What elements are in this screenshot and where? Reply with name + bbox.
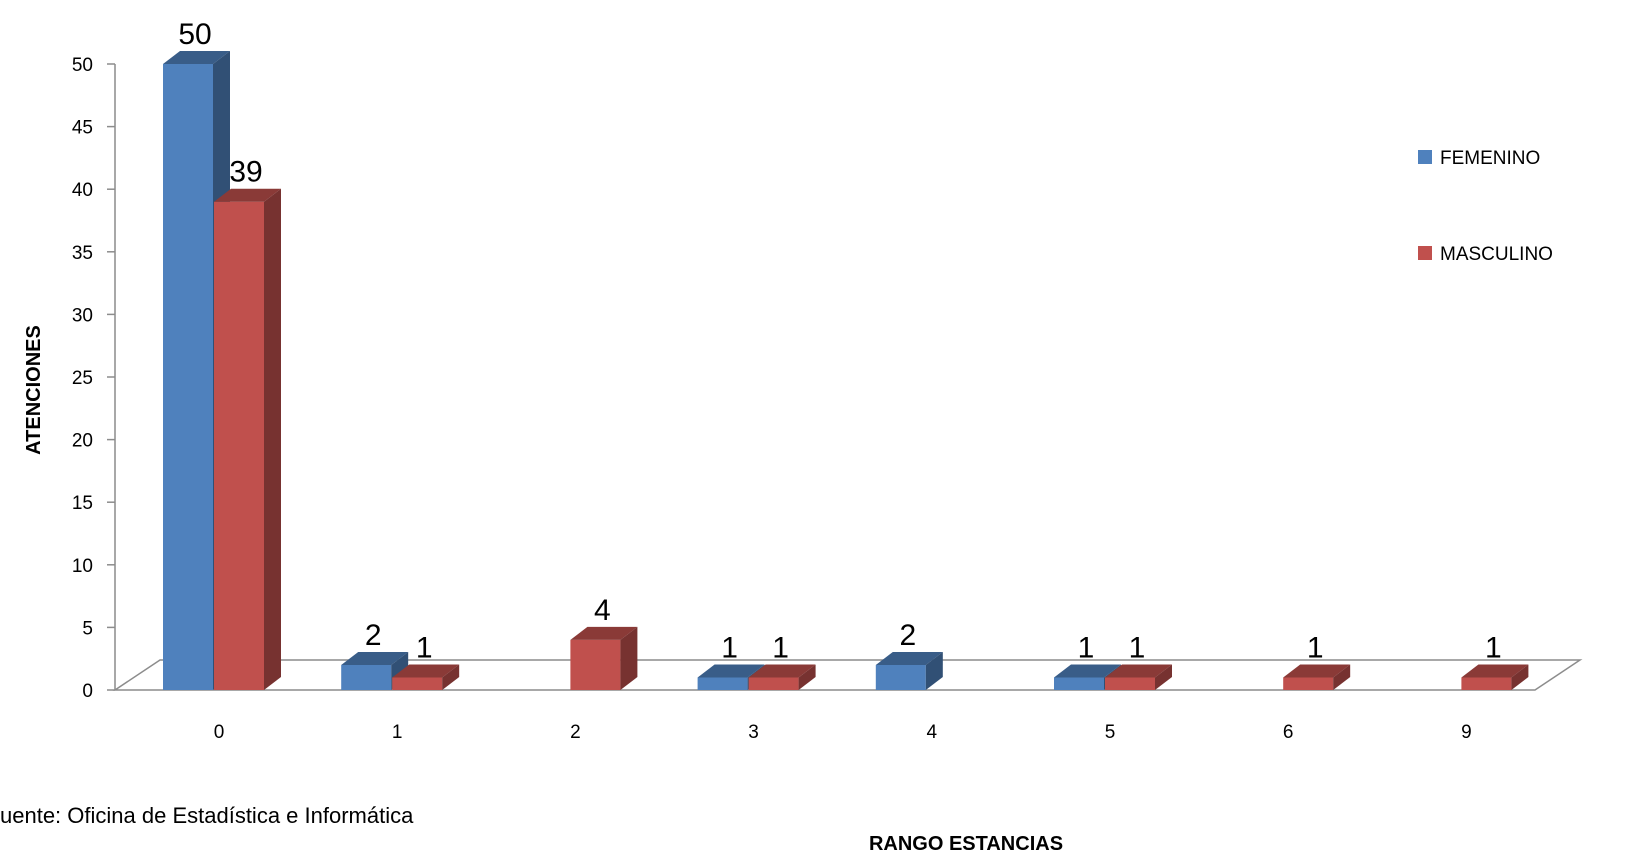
bar-masculino-5	[1105, 664, 1172, 690]
y-axis: 0 5 10 15 20 25 30 35 40 45 50	[72, 55, 116, 702]
bar-front	[1054, 677, 1104, 690]
bar-top	[748, 664, 816, 678]
y-tick-label: 30	[72, 305, 93, 326]
data-label: 4	[594, 594, 611, 627]
bar-masculino-0	[214, 188, 281, 690]
legend: FEMENINO MASCULINO	[1418, 148, 1553, 265]
x-tick-label: 4	[927, 722, 938, 743]
y-tick-label: 5	[82, 618, 93, 639]
bar-femenino-4	[875, 651, 943, 690]
bar-side	[264, 188, 281, 690]
bar-top	[392, 664, 460, 678]
data-label: 2	[899, 619, 916, 652]
bar-front	[214, 201, 264, 690]
bar-front	[570, 639, 621, 690]
bar-side	[798, 664, 816, 690]
bar-front	[697, 677, 748, 690]
x-tick-label: 3	[748, 722, 759, 743]
data-label: 1	[1307, 631, 1324, 664]
y-tick-label: 15	[72, 493, 93, 514]
x-axis: 0 1 2 3 4 5 6 9	[214, 722, 1472, 743]
bar-masculino-2	[570, 626, 638, 690]
bar-front	[1105, 677, 1155, 690]
data-label: 1	[772, 631, 789, 664]
x-axis-title: RANGO ESTANCIAS	[869, 833, 1063, 855]
bar-masculino-3	[748, 664, 816, 690]
data-label: 1	[1485, 631, 1502, 664]
bar-masculino-9	[1461, 664, 1529, 690]
legend-swatch-femenino	[1418, 150, 1432, 164]
bar-side	[1511, 664, 1529, 690]
y-tick-label: 45	[72, 118, 93, 139]
x-tick-label: 6	[1283, 722, 1294, 743]
bar-front	[748, 677, 799, 690]
bar-side	[925, 651, 943, 690]
data-label: 1	[1129, 631, 1146, 664]
x-tick-label: 1	[392, 722, 403, 743]
y-tick-label: 0	[82, 681, 93, 702]
x-tick-label: 0	[214, 722, 225, 743]
x-tick-label: 5	[1105, 722, 1116, 743]
bar-top	[570, 626, 638, 640]
legend-label-masculino: MASCULINO	[1440, 244, 1553, 265]
source-note: uente: Oficina de Estadística e Informát…	[0, 803, 414, 828]
bar-top	[163, 51, 230, 64]
chart-floor	[112, 659, 1583, 691]
bar-top	[1054, 664, 1121, 678]
data-label: 2	[365, 619, 382, 652]
bar-masculino-1	[392, 664, 460, 690]
bar-top	[875, 651, 943, 665]
bar-front	[163, 64, 213, 690]
x-tick-label: 9	[1461, 722, 1472, 743]
bar-side	[1155, 664, 1172, 690]
bar-side	[442, 664, 460, 690]
data-label: 1	[416, 631, 433, 664]
bar-top	[1105, 664, 1172, 678]
legend-label-femenino: FEMENINO	[1440, 148, 1540, 169]
bar-front	[341, 664, 392, 690]
bar-side	[1333, 664, 1351, 690]
floor-plane	[112, 659, 1583, 691]
y-tick-label: 40	[72, 180, 93, 201]
bar-front	[1283, 677, 1334, 690]
y-tick-label: 50	[72, 55, 93, 76]
y-tick-label: 35	[72, 243, 93, 264]
y-tick-label: 20	[72, 431, 93, 452]
bar-top	[341, 651, 409, 665]
data-label: 39	[229, 156, 262, 189]
data-label: 1	[1078, 631, 1095, 664]
bar-top	[1461, 664, 1529, 678]
bar-side	[620, 626, 638, 690]
bar-top	[697, 664, 765, 678]
bar-top	[214, 188, 281, 202]
bar-front	[392, 677, 443, 690]
data-labels: 50 39 2 1 4 1 1 2 1 1 1 1	[178, 18, 1501, 664]
y-tick-label: 25	[72, 368, 93, 389]
data-label: 1	[721, 631, 738, 664]
bars	[163, 51, 1529, 690]
y-axis-title: ATENCIONES	[23, 325, 45, 455]
bar-top	[1283, 664, 1351, 678]
data-label: 50	[178, 18, 211, 51]
bar-femenino-1	[341, 651, 409, 690]
bar-front	[1461, 677, 1512, 690]
x-tick-label: 2	[570, 722, 581, 743]
bar-front	[875, 664, 926, 690]
bar-masculino-6	[1283, 664, 1351, 690]
y-tick-label: 10	[72, 556, 93, 577]
legend-swatch-masculino	[1418, 246, 1432, 260]
